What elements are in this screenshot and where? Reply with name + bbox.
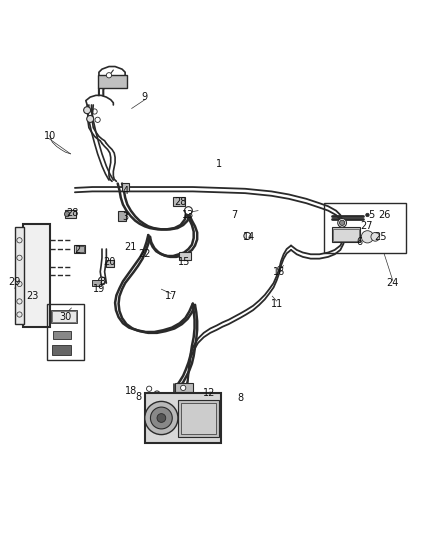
Text: 24: 24 xyxy=(387,278,399,288)
Circle shape xyxy=(106,72,112,78)
Bar xyxy=(180,403,215,434)
Bar xyxy=(324,203,406,253)
Text: 8: 8 xyxy=(99,277,105,287)
Circle shape xyxy=(207,392,213,398)
Text: 28: 28 xyxy=(67,208,79,218)
Text: 22: 22 xyxy=(138,249,151,259)
Text: 12: 12 xyxy=(203,388,215,398)
Circle shape xyxy=(244,232,251,239)
Bar xyxy=(74,245,85,253)
Bar xyxy=(23,224,50,327)
Text: 16: 16 xyxy=(273,266,286,277)
Text: 30: 30 xyxy=(59,312,71,322)
Bar xyxy=(92,280,101,286)
Text: 18: 18 xyxy=(125,386,137,396)
Bar xyxy=(46,304,84,360)
Bar xyxy=(122,183,129,191)
Bar xyxy=(145,393,221,443)
Text: 28: 28 xyxy=(174,197,187,207)
Bar xyxy=(106,260,114,266)
Text: 9: 9 xyxy=(142,92,148,102)
Bar xyxy=(76,246,84,252)
Bar xyxy=(173,197,185,206)
Bar xyxy=(52,345,71,354)
Text: 26: 26 xyxy=(378,210,390,220)
Text: 27: 27 xyxy=(360,221,373,231)
Text: 3: 3 xyxy=(122,212,128,222)
Bar xyxy=(175,383,193,392)
Circle shape xyxy=(338,219,346,227)
Text: 7: 7 xyxy=(231,210,237,220)
Text: 11: 11 xyxy=(271,298,283,309)
Circle shape xyxy=(87,116,94,123)
Text: 15: 15 xyxy=(178,257,190,267)
Circle shape xyxy=(180,385,186,391)
Circle shape xyxy=(145,401,178,434)
Bar xyxy=(177,400,219,437)
Text: 17: 17 xyxy=(165,291,177,301)
Text: 29: 29 xyxy=(8,277,21,287)
Text: 1: 1 xyxy=(216,159,222,169)
Text: 20: 20 xyxy=(103,257,115,267)
Bar xyxy=(98,75,127,88)
Text: 8: 8 xyxy=(237,393,243,403)
Text: 25: 25 xyxy=(374,232,387,242)
Circle shape xyxy=(339,220,345,225)
Text: 14: 14 xyxy=(244,232,256,242)
Text: 23: 23 xyxy=(26,291,38,301)
Bar xyxy=(118,211,126,221)
Text: 4: 4 xyxy=(122,186,128,196)
Circle shape xyxy=(157,414,166,422)
Bar xyxy=(65,210,76,217)
Circle shape xyxy=(366,213,369,217)
Bar xyxy=(53,330,71,338)
Circle shape xyxy=(150,407,172,429)
Bar xyxy=(332,227,360,243)
Circle shape xyxy=(64,212,70,217)
Circle shape xyxy=(184,207,192,215)
Circle shape xyxy=(84,107,91,114)
Circle shape xyxy=(361,231,374,243)
Circle shape xyxy=(147,386,152,391)
Bar xyxy=(333,229,359,241)
Text: 21: 21 xyxy=(125,242,137,252)
Text: 8: 8 xyxy=(135,392,141,401)
Bar xyxy=(51,310,77,323)
Text: 10: 10 xyxy=(43,132,56,141)
Bar xyxy=(179,252,191,260)
Circle shape xyxy=(371,232,380,241)
Bar xyxy=(14,227,24,324)
Text: 5: 5 xyxy=(368,210,374,220)
Bar xyxy=(52,311,76,322)
Text: 19: 19 xyxy=(93,284,105,294)
Text: 2: 2 xyxy=(74,245,80,255)
Text: 6: 6 xyxy=(357,238,363,247)
Circle shape xyxy=(154,391,160,397)
Circle shape xyxy=(99,277,106,284)
Text: 13: 13 xyxy=(182,210,194,220)
